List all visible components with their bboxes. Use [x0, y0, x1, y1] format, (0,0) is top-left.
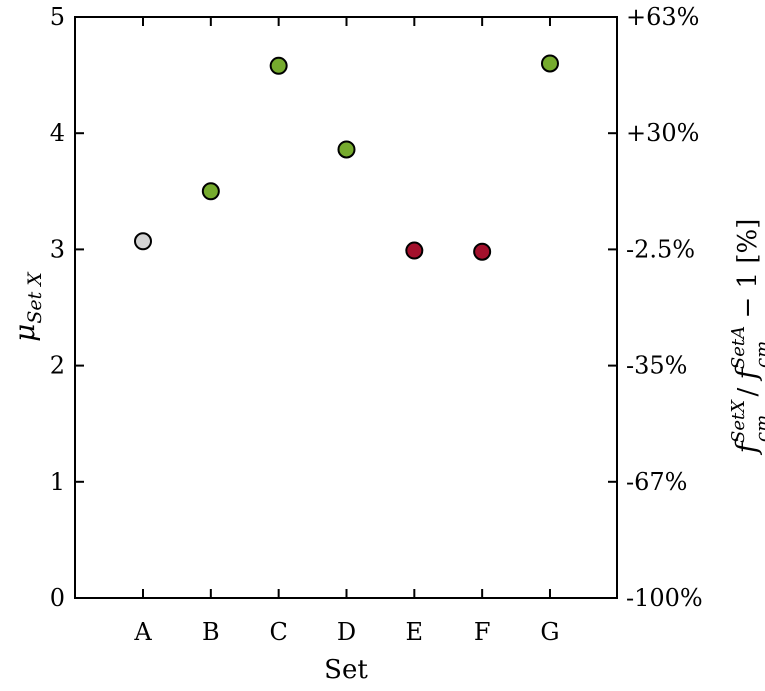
y-tick-label-left: 1	[50, 468, 65, 496]
x-axis-title: Set	[324, 655, 368, 685]
y-tick-label-left: 0	[50, 584, 65, 612]
data-point-d	[337, 140, 356, 159]
y-tick-label-left: 5	[50, 3, 65, 31]
y-axis-left-title: μSet X	[8, 271, 46, 342]
svg-text:μSet X: μSet X	[8, 271, 46, 342]
y-tick-label-right: -100%	[626, 584, 703, 612]
data-point-g	[540, 54, 559, 73]
y-tick-label-right: -35%	[626, 352, 687, 380]
data-point-a	[134, 232, 152, 251]
y-tick-label-left: 2	[50, 352, 65, 380]
x-tick-label: F	[474, 618, 491, 646]
y-tick-label-right: -2.5%	[626, 235, 695, 263]
x-tick-label: D	[337, 618, 356, 646]
x-tick-label: G	[540, 618, 559, 646]
data-point-e	[405, 241, 424, 260]
y-axis-right-title: fSetX cm / fSetA cm − 1 [%]	[728, 219, 765, 456]
x-tick-label: C	[269, 618, 287, 646]
y-tick-label-right: +63%	[626, 3, 699, 31]
x-tick-label: B	[202, 618, 220, 646]
data-point-b	[201, 182, 220, 201]
y-tick-label-left: 4	[50, 119, 65, 147]
y-tick-label-right: -67%	[626, 468, 687, 496]
y-tick-label-right: +30%	[626, 119, 699, 147]
plot-frame	[74, 16, 618, 599]
x-tick-label: E	[406, 618, 424, 646]
data-point-c	[269, 56, 288, 75]
data-point-f	[473, 242, 492, 261]
x-tick-label: A	[133, 618, 152, 646]
y-tick-label-left: 3	[50, 235, 65, 263]
